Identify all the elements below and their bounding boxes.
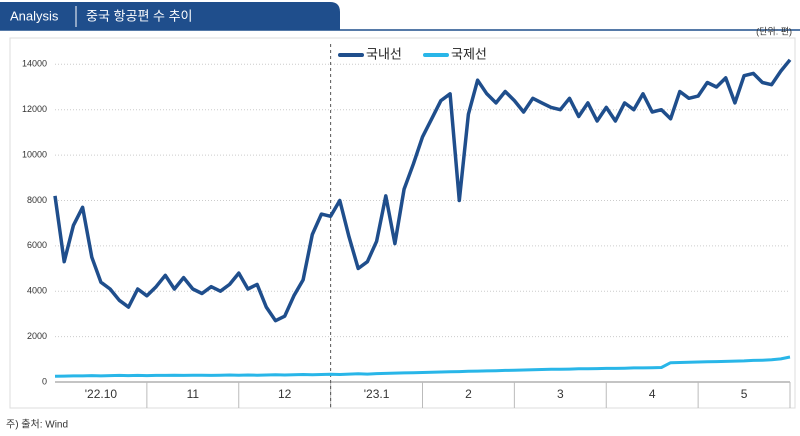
x-tick-label: 11 (187, 387, 200, 401)
y-tick-label: 14000 (22, 59, 47, 69)
y-tick-label: 10000 (22, 149, 47, 159)
legend-label: 국내선 (366, 46, 402, 61)
y-tick-label: 2000 (27, 331, 47, 341)
y-tick-label: 12000 (22, 104, 47, 114)
chart-title: 중국 항공편 수 추이 (86, 8, 193, 23)
x-tick-label: '22.10 (85, 387, 118, 401)
badge: Analysis (10, 8, 59, 23)
x-tick-label: 4 (649, 387, 656, 401)
x-tick-label: 2 (465, 387, 472, 401)
series-line (53, 58, 792, 323)
series-line (54, 355, 791, 378)
legend-label: 국제선 (451, 46, 487, 61)
x-tick-label: 3 (557, 387, 564, 401)
x-tick-label: 12 (278, 387, 292, 401)
y-tick-label: 8000 (27, 195, 47, 205)
y-tick-label: 6000 (27, 240, 47, 250)
source: 주) 출처: Wind (6, 419, 68, 431)
header-bar (0, 2, 340, 30)
y-tick-label: 4000 (27, 286, 47, 296)
x-tick-label: 5 (741, 387, 748, 401)
frame (9, 37, 796, 409)
x-tick-label: '23.1 (364, 387, 390, 401)
unit-label: (단위: 편) (756, 25, 792, 36)
y-tick-label: 0 (42, 376, 47, 386)
